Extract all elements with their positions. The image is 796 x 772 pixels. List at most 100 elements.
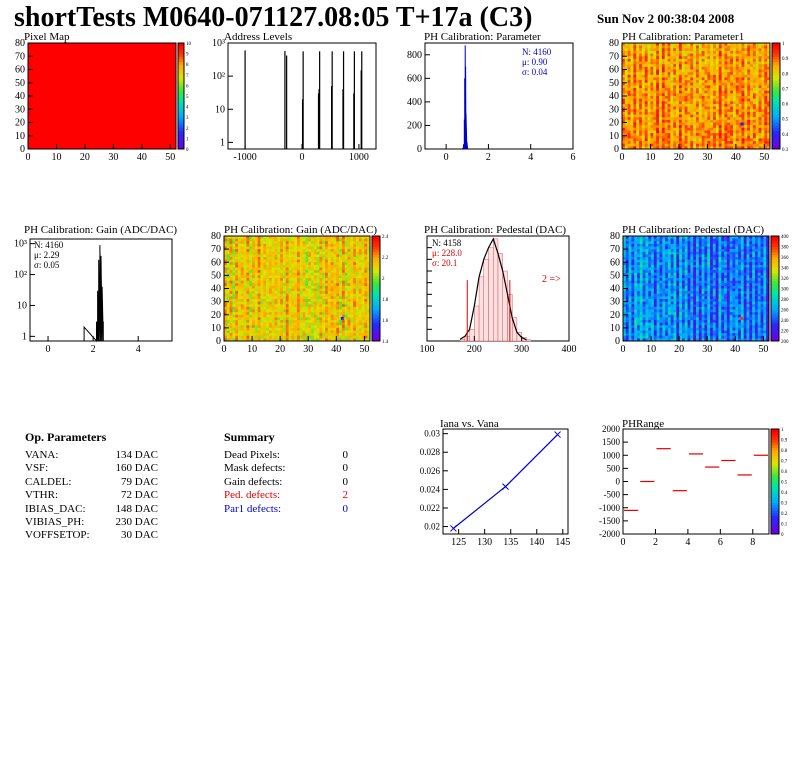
heatmap-cell <box>150 77 154 81</box>
heatmap-cell <box>701 85 705 89</box>
heatmap-cell <box>693 90 697 94</box>
heatmap-cell <box>656 56 660 60</box>
heatmap-cell <box>744 48 748 52</box>
heatmap-cell <box>735 109 740 113</box>
heatmap-cell <box>144 56 148 60</box>
heatmap-cell <box>644 127 649 131</box>
heatmap-cell <box>254 312 259 316</box>
colorbar-segment <box>178 90 184 94</box>
colorbar-segment <box>772 125 780 129</box>
heatmap-cell <box>130 143 134 147</box>
heatmap-cell <box>252 322 256 326</box>
heatmap-cell <box>673 61 677 65</box>
heatmap-cell <box>676 133 680 137</box>
heatmap-cell <box>624 106 629 110</box>
heatmap-cell <box>156 43 160 47</box>
heatmap-cell <box>232 293 236 297</box>
heatmap-cell <box>644 64 649 68</box>
heatmap-cell <box>130 56 134 60</box>
heatmap-cell <box>758 125 762 129</box>
heatmap-cell <box>240 262 245 266</box>
heatmap-cell <box>79 50 83 54</box>
heatmap-cell <box>56 64 60 68</box>
heatmap-cell <box>755 64 760 68</box>
heatmap-cell <box>661 66 666 70</box>
heatmap-cell <box>238 283 242 287</box>
heatmap-cell <box>76 72 80 76</box>
heatmap-cell <box>647 50 651 54</box>
heatmap-cell <box>698 64 703 68</box>
heatmap-cell <box>713 93 717 97</box>
panel-title: PH Calibration: Pedestal (DAC) <box>424 224 567 236</box>
heatmap-cell <box>56 96 60 100</box>
heatmap-cell <box>630 64 634 68</box>
heatmap-cell <box>707 133 711 137</box>
heatmap-cell <box>636 125 640 129</box>
heatmap-cell <box>696 77 700 81</box>
heatmap-cell <box>76 111 80 115</box>
heatmap-cell <box>50 45 55 49</box>
heatmap-cell <box>113 43 117 47</box>
heatmap-cell <box>238 325 242 329</box>
heatmap-cell <box>707 45 711 49</box>
heatmap-cell <box>62 69 66 73</box>
heatmap-cell <box>735 117 740 121</box>
heatmap-cell <box>70 103 74 107</box>
heatmap-cell <box>240 325 245 329</box>
heatmap-cell <box>718 77 723 81</box>
heatmap-cell <box>156 64 160 68</box>
heatmap-cell <box>624 117 629 121</box>
heatmap-cell <box>161 50 166 54</box>
heatmap-cell <box>130 66 134 70</box>
heatmap-cell <box>656 127 660 131</box>
heatmap-cell <box>630 96 634 100</box>
heatmap-cell <box>721 98 725 102</box>
heatmap-cell <box>70 58 74 62</box>
heatmap-cell <box>730 64 734 68</box>
heatmap-cell <box>240 278 245 282</box>
heatmap-cell <box>136 127 140 131</box>
heatmap-cell <box>96 66 100 70</box>
heatmap-cell <box>676 106 680 110</box>
heatmap-cell <box>116 98 120 102</box>
heatmap-cell <box>87 117 92 121</box>
heatmap-cell <box>747 43 751 47</box>
heatmap-cell <box>252 272 256 276</box>
heatmap-cell <box>698 58 703 62</box>
heatmap-cell <box>656 50 660 54</box>
heatmap-cell <box>156 58 160 62</box>
heatmap-cell <box>30 88 35 92</box>
heatmap-cell <box>653 96 657 100</box>
heatmap-cell <box>28 119 32 123</box>
heatmap-cell <box>224 280 228 284</box>
heatmap-cell <box>627 45 631 49</box>
heatmap-cell <box>684 56 688 60</box>
heatmap-cell <box>36 143 40 147</box>
heatmap-cell <box>707 58 711 62</box>
heatmap-cell <box>744 106 748 110</box>
heatmap-cell <box>641 53 646 57</box>
heatmap-cell <box>764 66 768 70</box>
heatmap-cell <box>130 130 134 134</box>
heatmap-cell <box>661 133 666 137</box>
heatmap-cell <box>36 117 40 121</box>
heatmap-cell <box>767 69 771 73</box>
heatmap-cell <box>243 272 247 276</box>
heatmap-cell <box>661 93 666 97</box>
heatmap-cell <box>755 72 760 76</box>
heatmap-cell <box>693 77 697 81</box>
heatmap-cell <box>65 96 69 100</box>
heatmap-cell <box>661 122 666 126</box>
heatmap-cell <box>690 93 694 97</box>
heatmap-cell <box>130 85 134 89</box>
heatmap-cell <box>630 77 634 81</box>
heatmap-cell <box>761 106 765 110</box>
heatmap-cell <box>170 93 174 97</box>
heatmap-cell <box>639 85 643 89</box>
heatmap-cell <box>47 98 52 102</box>
heatmap-cell <box>158 125 163 129</box>
heatmap-cell <box>735 119 740 123</box>
heatmap-cell <box>639 50 643 54</box>
heatmap-cell <box>232 262 236 266</box>
heatmap-cell <box>110 88 114 92</box>
